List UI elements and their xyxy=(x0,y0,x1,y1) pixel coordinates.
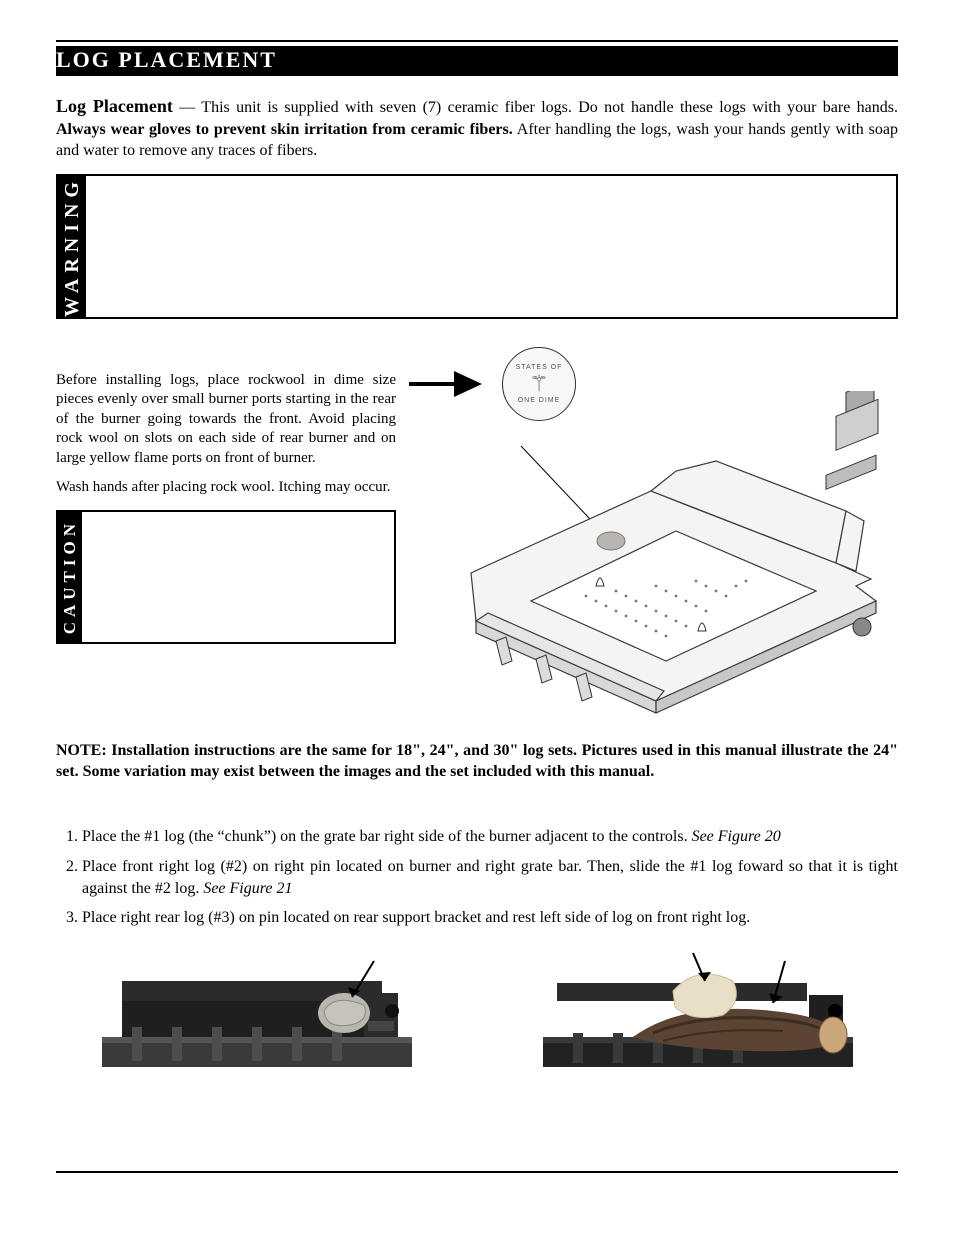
footer-rule xyxy=(56,1171,898,1173)
top-rule xyxy=(56,40,898,42)
figure-19-caption: Figure 19 xyxy=(774,696,824,712)
rockwool-right-column: STATES OF ⚚ ONE DIME xyxy=(414,347,898,721)
burner-line-art: Figure 19 xyxy=(414,391,898,721)
step-3: Place right rear log (#3) on pin located… xyxy=(82,907,898,929)
svg-text:#1: #1 xyxy=(378,948,392,963)
step-1-text-a: Place the #1 log (the “chunk”) on the gr… xyxy=(82,828,692,845)
rockwool-para-1: Before installing logs, place rockwool i… xyxy=(56,371,396,469)
figure-20-caption: Figure 20 xyxy=(56,1085,457,1101)
log-installation-heading: Log Installation xyxy=(56,802,898,820)
figure-20-image: #1 xyxy=(92,941,422,1081)
header-title-bar: LOG PLACEMENT xyxy=(56,46,898,76)
svg-text:#2: #2 xyxy=(789,948,803,963)
rockwool-left-column: Rockwool Placement Before installing log… xyxy=(56,347,396,721)
footer-page-number: 12 xyxy=(56,1181,70,1197)
intro-bold: Always wear gloves to prevent skin irrit… xyxy=(56,121,513,138)
footer: 12 20308-5-0211 xyxy=(56,1181,898,1197)
figures-row: #1 Figure 20 xyxy=(56,941,898,1101)
header-block: LOG PLACEMENT xyxy=(56,46,898,76)
figure-21-image: #1 #2 xyxy=(533,941,863,1081)
rockwool-para-2: Wash hands after placing rock wool. Itch… xyxy=(56,478,396,498)
figure-20: #1 Figure 20 xyxy=(56,941,457,1101)
caution-box: CAUTION Cover only the smaller ports wit… xyxy=(56,510,396,644)
caution-side-label: CAUTION xyxy=(58,512,82,642)
footer-doc-number: 20308-5-0211 xyxy=(819,1181,898,1197)
intro-paragraph: Log Placement — This unit is supplied wi… xyxy=(56,94,898,162)
note-paragraph: NOTE: Installation instructions are the … xyxy=(56,741,898,783)
page: LOG PLACEMENT Log Placement — This unit … xyxy=(0,0,954,1235)
burner-svg xyxy=(414,391,898,721)
warning-label-text: WARNING xyxy=(61,176,84,317)
caution-body: Cover only the smaller ports with rockwo… xyxy=(82,512,394,642)
figure-21: #1 #2 Figure 21 xyxy=(497,941,898,1101)
step-1: Place the #1 log (the “chunk”) on the gr… xyxy=(82,826,898,848)
section-title: LOG PLACEMENT xyxy=(56,46,898,76)
rockwool-heading: Rockwool Placement xyxy=(56,347,396,365)
step-2-ital: See Figure 21 xyxy=(203,880,292,897)
warning-box: WARNING Failure to position the parts in… xyxy=(56,174,898,319)
caution-label-text: CAUTION xyxy=(60,519,80,634)
warning-body: Failure to position the parts in accorda… xyxy=(86,176,896,317)
rockwool-row: Rockwool Placement Before installing log… xyxy=(56,347,898,721)
step-2: Place front right log (#2) on right pin … xyxy=(82,856,898,899)
step-3-text-a: Place right rear log (#3) on pin located… xyxy=(82,909,750,926)
intro-body-1: — This unit is supplied with seven (7) c… xyxy=(173,99,898,116)
step-1-ital: See Figure 20 xyxy=(692,828,781,845)
warning-side-label: WARNING xyxy=(58,176,86,317)
dime-top-text: STATES OF xyxy=(516,364,563,371)
figure-21-caption: Figure 21 xyxy=(497,1085,898,1101)
intro-lead: Log Placement xyxy=(56,96,173,116)
svg-text:#1: #1 xyxy=(679,942,693,957)
installation-steps: Place the #1 log (the “chunk”) on the gr… xyxy=(56,826,898,928)
